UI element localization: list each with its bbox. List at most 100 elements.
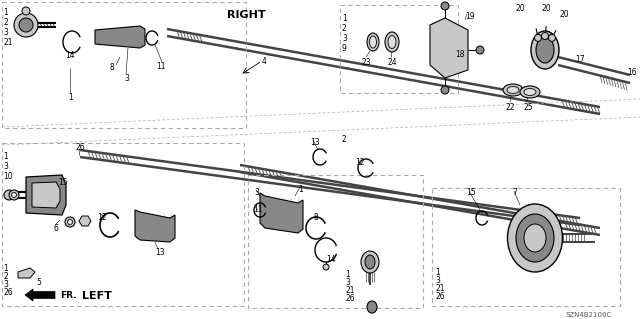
Text: 3: 3	[345, 278, 350, 287]
Text: FR.: FR.	[60, 291, 77, 300]
Ellipse shape	[365, 255, 375, 269]
Polygon shape	[430, 18, 468, 78]
Ellipse shape	[503, 84, 523, 96]
Ellipse shape	[9, 190, 19, 200]
Ellipse shape	[361, 251, 379, 273]
Text: 3: 3	[342, 34, 347, 43]
Text: 20: 20	[560, 10, 570, 19]
Ellipse shape	[507, 86, 519, 93]
Text: 11: 11	[156, 62, 166, 71]
Text: 20: 20	[516, 4, 525, 13]
Text: 18: 18	[455, 50, 465, 59]
Text: 3: 3	[435, 276, 440, 285]
Ellipse shape	[524, 88, 536, 95]
Polygon shape	[260, 193, 303, 233]
Ellipse shape	[19, 18, 33, 32]
Text: 24: 24	[388, 58, 397, 67]
Text: 26: 26	[345, 294, 355, 303]
Text: 21: 21	[345, 286, 355, 295]
Circle shape	[548, 34, 556, 41]
Text: 1: 1	[298, 185, 303, 194]
Text: 2: 2	[341, 135, 346, 144]
Text: 12: 12	[97, 213, 106, 222]
Text: 10: 10	[3, 172, 13, 181]
Ellipse shape	[369, 36, 376, 48]
Ellipse shape	[508, 204, 563, 272]
Ellipse shape	[14, 13, 38, 37]
Text: 19: 19	[465, 12, 475, 21]
Ellipse shape	[367, 301, 377, 313]
Polygon shape	[18, 268, 35, 278]
Circle shape	[4, 190, 14, 200]
Bar	[432, 188, 620, 306]
Text: 1: 1	[3, 264, 8, 273]
Ellipse shape	[12, 192, 17, 197]
Ellipse shape	[536, 37, 554, 63]
Ellipse shape	[516, 214, 554, 262]
Text: 2: 2	[342, 24, 347, 33]
Circle shape	[534, 34, 541, 41]
Bar	[2, 2, 246, 128]
Text: 11: 11	[253, 205, 262, 214]
Circle shape	[476, 46, 484, 54]
Bar	[248, 175, 423, 308]
Ellipse shape	[67, 219, 72, 225]
Text: 12: 12	[355, 158, 365, 167]
Text: 26: 26	[435, 292, 445, 301]
Text: 8: 8	[314, 213, 319, 222]
Circle shape	[441, 86, 449, 94]
Text: 6: 6	[53, 224, 58, 233]
Text: 2: 2	[3, 272, 8, 281]
Ellipse shape	[367, 33, 379, 51]
Ellipse shape	[520, 86, 540, 98]
Text: 3: 3	[124, 74, 129, 83]
Ellipse shape	[65, 217, 75, 227]
Polygon shape	[26, 175, 66, 215]
Text: 14: 14	[65, 51, 75, 60]
Text: 20: 20	[541, 4, 550, 13]
Text: 15: 15	[58, 178, 68, 187]
Polygon shape	[135, 210, 175, 242]
Text: 4: 4	[262, 57, 267, 66]
Text: 1: 1	[345, 270, 349, 279]
Text: 21: 21	[3, 38, 13, 47]
Text: 1: 1	[3, 8, 8, 17]
Polygon shape	[95, 26, 145, 48]
Text: 26: 26	[75, 143, 84, 152]
Text: RIGHT: RIGHT	[227, 10, 266, 20]
Text: SZN4B2100C: SZN4B2100C	[565, 312, 611, 318]
Text: 26: 26	[3, 288, 13, 297]
Circle shape	[541, 33, 548, 40]
Text: 3: 3	[254, 188, 259, 197]
Text: 3: 3	[3, 162, 8, 171]
Text: 1: 1	[342, 14, 347, 23]
Text: 2: 2	[3, 18, 8, 27]
Text: 3: 3	[3, 280, 8, 289]
Polygon shape	[32, 182, 60, 208]
Polygon shape	[79, 216, 91, 226]
FancyArrow shape	[25, 289, 55, 301]
Text: 21: 21	[435, 284, 445, 293]
Circle shape	[441, 2, 449, 10]
Text: 13: 13	[155, 248, 164, 257]
Bar	[2, 143, 244, 306]
Text: 1: 1	[435, 268, 440, 277]
Text: 1: 1	[3, 152, 8, 161]
Bar	[340, 5, 458, 93]
Text: 17: 17	[575, 55, 584, 64]
Text: 5: 5	[36, 278, 41, 287]
Text: LEFT: LEFT	[82, 291, 112, 301]
Text: 23: 23	[362, 58, 372, 67]
Text: 13: 13	[310, 138, 319, 147]
Ellipse shape	[524, 224, 546, 252]
Text: 15: 15	[466, 188, 476, 197]
Circle shape	[323, 264, 329, 270]
Text: 8: 8	[109, 63, 114, 72]
Ellipse shape	[388, 35, 396, 48]
Text: 25: 25	[523, 103, 532, 112]
Text: 9: 9	[342, 44, 347, 53]
Circle shape	[22, 7, 30, 15]
Text: 3: 3	[3, 28, 8, 37]
Ellipse shape	[531, 31, 559, 69]
Ellipse shape	[385, 32, 399, 52]
